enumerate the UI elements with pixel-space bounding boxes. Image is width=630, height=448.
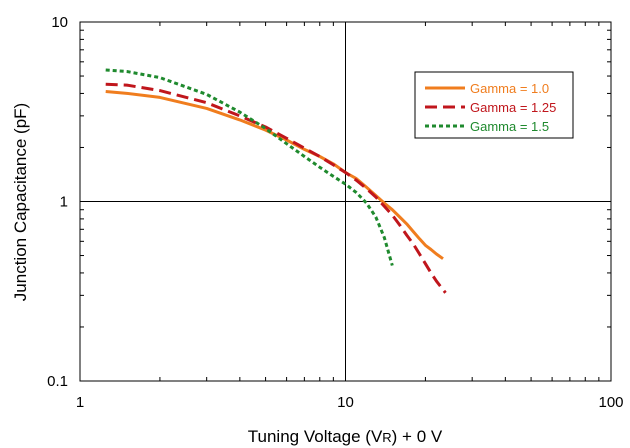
tick-marks <box>79 21 612 382</box>
legend-label-2: Gamma = 1.25 <box>470 100 556 115</box>
x-tick-label: 100 <box>598 394 623 411</box>
y-tick-label: 10 <box>51 14 68 31</box>
series-line-2 <box>105 82 447 294</box>
series-lines <box>105 68 447 294</box>
grid-lines <box>80 22 611 381</box>
x-tick-label: 10 <box>337 394 354 411</box>
x-tick-label: 1 <box>76 394 84 411</box>
y-tick-label: 1 <box>60 194 68 211</box>
y-axis-label: Junction Capacitance (pF) <box>11 103 30 301</box>
y-tick-label: 0.1 <box>47 373 68 390</box>
legend-label-1: Gamma = 1.0 <box>470 81 549 96</box>
x-axis-label-tail: ) + 0 V <box>392 427 443 446</box>
legend-label-3: Gamma = 1.5 <box>470 119 549 134</box>
x-axis-label-subscript: R <box>382 430 391 445</box>
x-axis-label-main: Tuning Voltage (V <box>248 427 383 446</box>
tick-labels: 1 10 100 0.1 1 10 <box>47 14 623 411</box>
x-axis-label: Tuning Voltage (VR) + 0 V <box>248 427 443 446</box>
series-line-3 <box>105 68 394 266</box>
legend: Gamma = 1.0 Gamma = 1.25 Gamma = 1.5 <box>414 71 574 139</box>
